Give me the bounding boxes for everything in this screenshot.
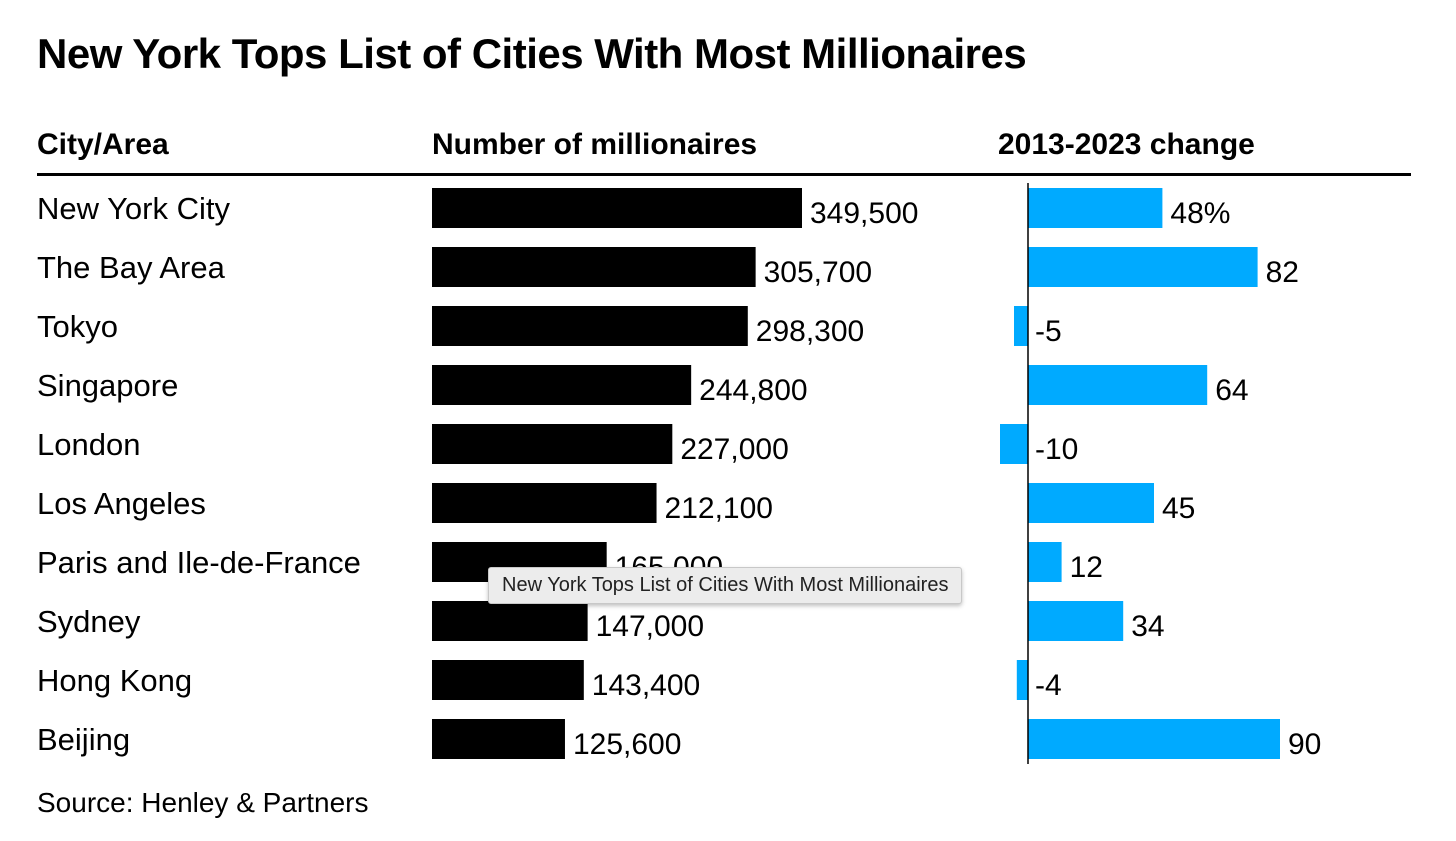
change-value-label: 34 [1131, 610, 1164, 643]
change-value-label: 64 [1215, 374, 1248, 407]
header-millionaires: Number of millionaires [432, 128, 758, 161]
change-value-label: 12 [1070, 551, 1103, 584]
change-bar [1016, 660, 1028, 700]
chart-title: New York Tops List of Cities With Most M… [37, 30, 1027, 77]
millionaire-bar [432, 660, 584, 700]
change-value-label: -4 [1035, 669, 1062, 702]
change-bar [1000, 424, 1028, 464]
city-label: Hong Kong [37, 663, 192, 698]
change-value-label: 48% [1170, 197, 1230, 230]
city-label: Los Angeles [37, 486, 206, 521]
millionaire-bar [432, 365, 692, 405]
title-tooltip: New York Tops List of Cities With Most M… [488, 567, 963, 604]
city-label: Beijing [37, 722, 130, 757]
millionaire-value-label: 212,100 [665, 492, 773, 525]
millionaire-bar [432, 306, 748, 346]
millionaire-bar [432, 188, 802, 228]
millionaire-value-label: 305,700 [764, 256, 872, 289]
millionaire-value-label: 349,500 [810, 197, 918, 230]
millionaire-bar [432, 424, 673, 464]
millionaire-value-label: 143,400 [592, 669, 700, 702]
city-label: Sydney [37, 604, 141, 639]
city-label: The Bay Area [37, 250, 226, 285]
millionaire-value-label: 244,800 [699, 374, 807, 407]
change-bar [1028, 601, 1124, 641]
change-bar [1014, 306, 1028, 346]
millionaire-bar [432, 483, 657, 523]
millionaire-value-label: 125,600 [573, 728, 681, 761]
change-bar [1028, 188, 1163, 228]
change-bar [1028, 365, 1208, 405]
city-label: Singapore [37, 368, 178, 403]
source-note: Source: Henley & Partners [37, 787, 369, 818]
header-city: City/Area [37, 128, 169, 161]
change-value-label: 90 [1288, 728, 1321, 761]
millionaire-bar [432, 601, 588, 641]
change-value-label: -5 [1035, 315, 1062, 348]
change-bar [1028, 483, 1154, 523]
change-value-label: -10 [1035, 433, 1078, 466]
millionaire-value-label: 147,000 [596, 610, 704, 643]
change-bar [1028, 719, 1280, 759]
millionaire-value-label: 227,000 [680, 433, 788, 466]
millionaire-value-label: 298,300 [756, 315, 864, 348]
header-rule [37, 173, 1411, 176]
city-label: New York City [37, 191, 230, 226]
header-change: 2013-2023 change [998, 128, 1255, 161]
millionaire-bar [432, 247, 756, 287]
city-label: London [37, 427, 140, 462]
city-label: Paris and Ile-de-France [37, 545, 361, 580]
change-bar [1028, 247, 1258, 287]
millionaire-bar [432, 719, 565, 759]
change-value-label: 45 [1162, 492, 1195, 525]
change-bar [1028, 542, 1062, 582]
change-value-label: 82 [1266, 256, 1299, 289]
city-label: Tokyo [37, 309, 118, 344]
